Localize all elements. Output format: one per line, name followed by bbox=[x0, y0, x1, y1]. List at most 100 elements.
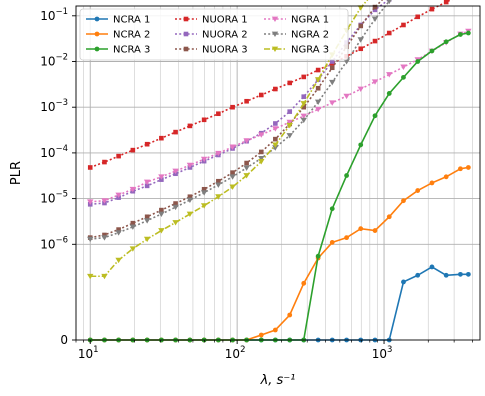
data-point-nuora-3 bbox=[315, 85, 321, 91]
data-point-ncra-2 bbox=[429, 180, 435, 186]
data-point-ngra-3 bbox=[87, 273, 94, 280]
data-point-nuora-3 bbox=[130, 220, 136, 226]
data-point-nuora-3 bbox=[258, 149, 264, 155]
data-point-nuora-3 bbox=[187, 194, 193, 200]
legend-item-ngra-1: NGRA 1 bbox=[264, 15, 329, 26]
data-point-nuora-1 bbox=[401, 22, 406, 28]
data-point-ngra-2 bbox=[87, 236, 94, 243]
legend-marker bbox=[271, 16, 279, 22]
data-point-ngra-2 bbox=[371, 16, 379, 23]
data-point-nuora-3 bbox=[201, 186, 207, 192]
data-point-nuora-1 bbox=[130, 147, 136, 153]
data-point-ngra-1 bbox=[258, 132, 265, 138]
data-point-ncra-1 bbox=[415, 272, 421, 278]
data-point-nuora-3 bbox=[301, 104, 307, 110]
data-point-ncra-3 bbox=[443, 39, 449, 45]
data-point-ncra-3 bbox=[401, 74, 406, 80]
x-tick-label: 101 bbox=[78, 345, 99, 361]
legend-label: NUORA 1 bbox=[202, 15, 248, 26]
data-point-ngra-1 bbox=[200, 156, 208, 163]
legend-label: NGRA 3 bbox=[291, 45, 329, 56]
data-point-ngra-1 bbox=[357, 86, 364, 93]
y-tick-label: 10−1 bbox=[40, 7, 68, 23]
data-point-nuora-1 bbox=[116, 153, 121, 159]
legend-marker bbox=[183, 31, 189, 37]
data-point-nuora-3 bbox=[159, 207, 164, 213]
series-ngra-2 bbox=[87, 0, 392, 243]
data-point-ncra-2 bbox=[372, 228, 378, 233]
data-point-ncra-3 bbox=[315, 253, 321, 259]
data-point-nuora-1 bbox=[273, 86, 278, 92]
data-point-ngra-2 bbox=[186, 197, 194, 204]
data-point-ngra-2 bbox=[272, 145, 279, 151]
data-point-nuora-3 bbox=[230, 170, 235, 175]
data-point-ngra-1 bbox=[300, 113, 307, 120]
data-point-ngra-3 bbox=[314, 77, 322, 83]
data-point-ngra-3 bbox=[357, 5, 364, 11]
data-point-nuora-1 bbox=[187, 123, 193, 129]
data-point-ngra-2 bbox=[129, 224, 137, 230]
data-point-nuora-2 bbox=[144, 183, 150, 189]
series-line-ngra-3 bbox=[90, 0, 369, 278]
data-point-ngra-2 bbox=[101, 235, 108, 241]
data-point-ngra-3 bbox=[129, 246, 137, 252]
legend-label: NGRA 2 bbox=[291, 30, 329, 41]
data-point-nuora-1 bbox=[159, 135, 164, 141]
data-point-nuora-3 bbox=[173, 201, 178, 206]
data-point-nuora-1 bbox=[386, 30, 392, 36]
data-point-nuora-3 bbox=[329, 65, 335, 71]
data-point-ngra-2 bbox=[357, 37, 364, 43]
data-point-nuora-1 bbox=[287, 80, 293, 86]
data-point-ngra-3 bbox=[300, 101, 307, 107]
y-tick-label: 10−2 bbox=[40, 53, 68, 69]
data-point-ncra-3 bbox=[358, 142, 364, 148]
legend-marker bbox=[94, 31, 100, 37]
legend-marker bbox=[271, 46, 279, 52]
data-point-ngra-3 bbox=[286, 122, 293, 129]
data-point-ngra-2 bbox=[300, 117, 307, 124]
legend-marker bbox=[271, 31, 279, 37]
data-point-nuora-1 bbox=[315, 67, 321, 73]
data-point-ngra-1 bbox=[87, 199, 94, 205]
data-point-ngra-3 bbox=[172, 220, 179, 226]
data-point-ngra-2 bbox=[329, 79, 336, 86]
legend-item-nuora-3: NUORA 3 bbox=[175, 45, 248, 56]
data-point-ncra-2 bbox=[401, 198, 406, 204]
data-point-ncra-2 bbox=[415, 188, 421, 193]
data-point-ngra-3 bbox=[186, 211, 194, 218]
data-point-nuora-1 bbox=[216, 111, 221, 117]
data-point-ncra-2 bbox=[258, 332, 264, 338]
data-point-ncra-1 bbox=[443, 272, 449, 278]
legend-item-nuora-1: NUORA 1 bbox=[175, 15, 248, 26]
series-line-nuora-3 bbox=[90, 0, 384, 239]
data-point-ngra-3 bbox=[115, 257, 122, 264]
legend-label: NUORA 3 bbox=[202, 45, 248, 56]
data-point-ncra-3 bbox=[465, 30, 471, 36]
data-point-nuora-1 bbox=[372, 38, 378, 44]
data-point-nuora-1 bbox=[201, 117, 207, 123]
data-point-ncra-1 bbox=[401, 279, 406, 285]
data-point-ngra-1 bbox=[229, 144, 236, 150]
y-tick-label: 0 bbox=[60, 333, 68, 347]
data-point-ngra-3 bbox=[272, 142, 279, 148]
y-tick-label: 10−6 bbox=[40, 235, 68, 251]
data-point-nuora-3 bbox=[244, 160, 249, 166]
series-line-ncra-2 bbox=[90, 166, 469, 341]
data-point-ngra-1 bbox=[101, 198, 108, 204]
legend-label: NCRA 2 bbox=[113, 30, 150, 41]
data-point-nuora-1 bbox=[144, 141, 150, 147]
series-ncra-2 bbox=[87, 165, 471, 343]
grid-layer bbox=[75, 6, 480, 340]
data-point-ngra-1 bbox=[143, 179, 151, 186]
data-point-ncra-3 bbox=[429, 48, 435, 54]
data-point-nuora-1 bbox=[258, 92, 264, 98]
legend-marker bbox=[94, 16, 100, 22]
data-point-ngra-2 bbox=[286, 133, 293, 139]
data-point-nuora-2 bbox=[301, 94, 307, 99]
data-point-ncra-2 bbox=[329, 240, 335, 245]
x-tick-label: 102 bbox=[225, 345, 246, 361]
legend-item-nuora-2: NUORA 2 bbox=[175, 30, 248, 41]
legend-marker bbox=[183, 46, 189, 52]
